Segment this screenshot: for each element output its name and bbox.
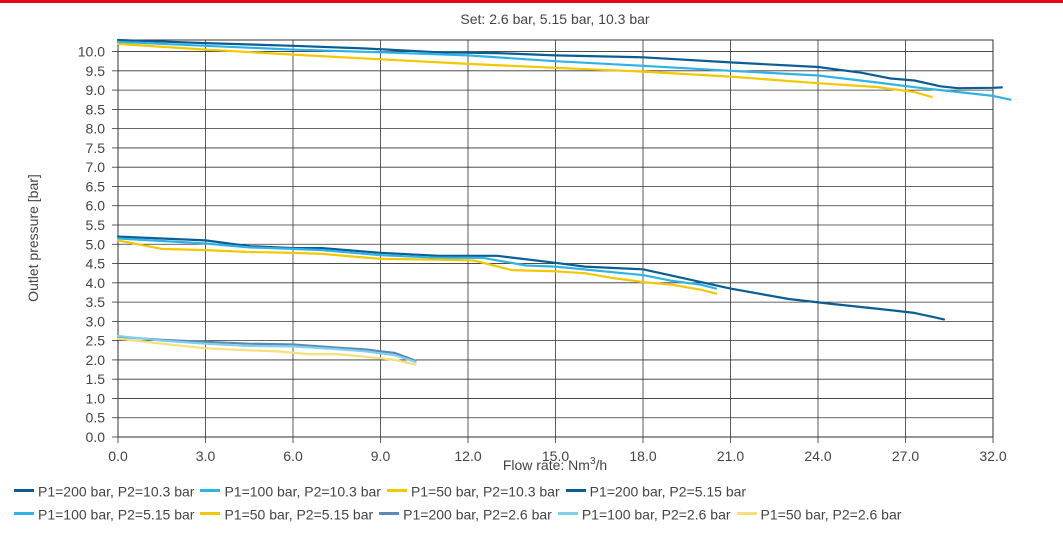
legend-item-p1-100-bar-p2-5-15-bar: P1=100 bar, P2=5.15 bar — [14, 505, 194, 522]
legend-label: P1=100 bar, P2=2.6 bar — [581, 506, 731, 523]
legend-swatch — [14, 511, 34, 515]
legend-label: P1=50 bar, P2=2.6 bar — [760, 506, 902, 523]
y-tick-label: 2.0 — [86, 352, 106, 368]
legend-item-p1-200-bar-p2-10-3-bar: P1=200 bar, P2=10.3 bar — [14, 482, 194, 499]
legend-item-p1-100-bar-p2-10-3-bar: P1=100 bar, P2=10.3 bar — [200, 482, 381, 500]
legend-item-p1-50-bar-p2-10-3-bar: P1=50 bar, P2=10.3 bar — [386, 482, 560, 500]
chart-series-group — [116, 38, 1012, 366]
y-tick-label: 10.0 — [78, 44, 105, 60]
top-accent-rule — [0, 0, 1063, 3]
x-tick-label: 32.0 — [979, 448, 1006, 464]
legend-label: P1=100 bar, P2=5.15 bar — [38, 506, 195, 523]
series-line-p1-50-bar-p2-10-3-bar — [116, 42, 933, 99]
y-tick-label: 1.0 — [86, 390, 106, 406]
x-axis-ticks: 0.0 3.0 6.0 9.0 12.0 15.0 18.0 21.0 24.0 27.0 32.0 — [108, 448, 1007, 464]
y-tick-label: 0.0 — [86, 429, 106, 445]
legend-label: P1=200 bar, P2=10.3 bar — [38, 483, 195, 500]
y-tick-label: 5.5 — [86, 217, 106, 233]
legend-item-p1-50-bar-p2-5-15-bar: P1=50 bar, P2=5.15 bar — [200, 505, 373, 522]
x-tick-label: 3.0 — [196, 448, 216, 464]
y-tick-label: 1.5 — [86, 371, 106, 387]
legend-swatch — [200, 488, 221, 492]
legend-row: P1=200 bar, P2=10.3 bar P1=100 bar, P2=10… — [14, 482, 752, 499]
series-line-p1-100-bar-p2-2-6-bar — [116, 334, 417, 363]
legend-label: P1=50 bar, P2=5.15 bar — [224, 506, 374, 523]
series-line-p1-100-bar-p2-10-3-bar — [116, 40, 1012, 101]
pressure-chart: Set: 2.6 bar, 5.15 bar, 10.3 bar 0.0 0.5 1… — [25, 11, 1012, 473]
y-tick-label: 6.5 — [86, 178, 106, 194]
legend-label: P1=200 bar, P2=5.15 bar — [589, 483, 747, 500]
y-tick-label: 7.0 — [86, 159, 106, 175]
x-tick-label: 12.0 — [454, 448, 481, 464]
legend-swatch — [200, 511, 221, 515]
series-line-p1-200-bar-p2-10-3-bar — [116, 38, 1003, 90]
legend-swatch — [557, 511, 578, 515]
y-tick-label: 0.5 — [86, 410, 106, 426]
legend-item-p1-200-bar-p2-5-15-bar: P1=200 bar, P2=5.15 bar — [565, 482, 747, 500]
y-tick-label: 3.0 — [86, 313, 106, 329]
series-line-p1-50-bar-p2-2-6-bar — [116, 337, 417, 366]
legend-label: P1=200 bar, P2=2.6 bar — [403, 506, 552, 523]
x-tick-label: 24.0 — [804, 448, 831, 464]
y-tick-label: 3.5 — [86, 294, 106, 310]
y-tick-label: 7.5 — [86, 140, 106, 156]
legend-swatch — [386, 488, 407, 492]
legend-label: P1=50 bar, P2=10.3 bar — [410, 483, 560, 500]
y-tick-label: 5.0 — [86, 236, 106, 252]
legend-item-p1-200-bar-p2-2-6-bar: P1=200 bar, P2=2.6 bar — [379, 505, 552, 522]
x-axis-label: Flow rate: Nm3/h — [503, 456, 607, 473]
x-tick-label: 15.0 — [542, 448, 569, 464]
legend-swatch — [565, 488, 586, 492]
x-tick-label: 18.0 — [629, 448, 656, 464]
legend-row: P1=100 bar, P2=5.15 bar P1=50 bar, P2=5.1… — [14, 505, 907, 522]
y-tick-label: 4.0 — [86, 275, 106, 291]
chart-title: Set: 2.6 bar, 5.15 bar, 10.3 bar — [460, 11, 649, 27]
series-line-p1-50-bar-p2-5-15-bar — [116, 239, 717, 295]
y-axis-label: Outlet pressure [bar] — [25, 174, 41, 302]
x-tick-label: 27.0 — [892, 448, 919, 464]
x-tick-label: 21.0 — [717, 448, 744, 464]
legend-swatch — [736, 511, 757, 515]
y-axis-ticks: 0.0 0.5 1.0 1.5 2.0 2.5 3.0 3.5 4.0 4.5 5.0 5.5 6.0 6… — [78, 44, 105, 445]
chart-grid — [112, 39, 994, 443]
y-tick-label: 6.0 — [86, 198, 106, 214]
y-tick-label: 8.5 — [86, 101, 106, 117]
legend-item-p1-50-bar-p2-2-6-bar: P1=50 bar, P2=2.6 bar — [736, 505, 902, 523]
x-tick-label: 6.0 — [283, 448, 303, 464]
legend-item-p1-100-bar-p2-2-6-bar: P1=100 bar, P2=2.6 bar — [557, 505, 731, 523]
legend-label: P1=100 bar, P2=10.3 bar — [224, 483, 381, 500]
y-tick-label: 9.5 — [86, 63, 106, 79]
y-tick-label: 4.5 — [86, 256, 106, 272]
x-tick-label: 0.0 — [108, 448, 128, 464]
legend-swatch — [14, 488, 34, 492]
series-line-p1-200-bar-p2-5-15-bar — [116, 235, 946, 321]
x-tick-label: 9.0 — [371, 448, 391, 464]
series-line-p1-100-bar-p2-5-15-bar — [116, 237, 717, 290]
y-tick-label: 2.5 — [86, 333, 106, 349]
legend-swatch — [379, 511, 400, 515]
y-tick-label: 8.0 — [86, 121, 106, 137]
y-tick-label: 9.0 — [86, 82, 106, 98]
